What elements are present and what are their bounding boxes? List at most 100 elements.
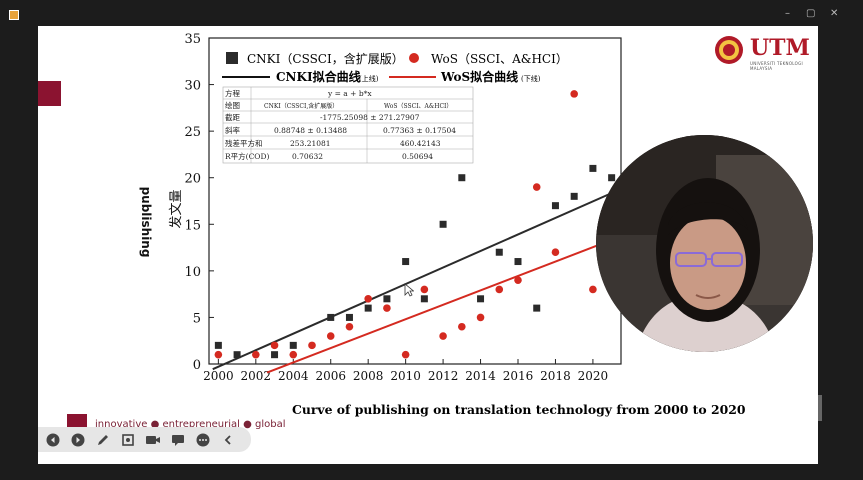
data-points (214, 90, 616, 359)
y-tick-label: 35 (184, 32, 201, 47)
stats-header-cell: 方程 (225, 88, 240, 98)
legend-circle-marker (409, 53, 419, 63)
x-tick-label: 2020 (578, 369, 609, 383)
cnki-point (495, 248, 503, 256)
stats-cell: 0.77363 ± 0.17504 (383, 126, 456, 135)
stats-table: 方程 y = a + b*x 绘图 CNKI（CSSCI,含扩展版） WoS（S… (222, 86, 474, 164)
wos-point (289, 350, 298, 359)
cnki-point (271, 351, 279, 359)
close-button[interactable]: ✕ (830, 8, 839, 19)
y-tick-label: 10 (184, 265, 201, 280)
utm-logo: UTM UNIVERSITI TEKNOLOGI MALAYSIA (714, 35, 814, 71)
cnki-point (289, 341, 297, 349)
wos-point (589, 285, 597, 294)
x-tick-label: 2018 (540, 369, 571, 383)
wos-point (214, 350, 223, 359)
wos-point (420, 285, 429, 294)
cnki-point (533, 304, 541, 312)
cnki-point (233, 351, 241, 359)
cnki-point (327, 313, 335, 321)
fit-lines (212, 189, 618, 374)
subtitle-icon[interactable] (169, 431, 187, 449)
mouse-cursor-icon (404, 283, 414, 297)
x-tick-label: 2002 (241, 369, 272, 383)
legend-label: WoS（SSCI、A&HCI） (431, 52, 568, 66)
x-tick-label: 2014 (465, 369, 496, 383)
legend-label: WoS拟合曲线 (440, 69, 518, 84)
legend-square-marker (226, 52, 238, 64)
side-label: publishing (139, 187, 153, 258)
stats-cell: 0.50694 (402, 152, 433, 161)
presenter-webcam (596, 135, 813, 352)
cnki-point (551, 202, 559, 210)
x-tick-label: 2004 (278, 369, 309, 383)
cnki-point (439, 220, 447, 228)
wos-point (383, 304, 391, 312)
stats-cell: WoS（SSCI、A&HCI） (384, 103, 452, 110)
cnki-point (570, 192, 578, 200)
cnki-point (364, 304, 372, 312)
stats-cell: 截距 (225, 112, 240, 122)
accent-square (38, 81, 61, 106)
cnki-point (402, 258, 410, 266)
y-tick-label: 30 (184, 79, 201, 94)
maximize-button[interactable]: ▢ (806, 8, 816, 19)
pen-icon[interactable] (94, 431, 112, 449)
stats-cell: 253.21081 (290, 139, 331, 148)
x-tick-label: 2008 (353, 369, 384, 383)
wos-point (570, 90, 578, 98)
tagline: innovative ● entrepreneurial ● global (95, 419, 286, 430)
y-tick-label: 20 (184, 172, 201, 187)
logo-text: UTM (750, 35, 810, 61)
wos-point (514, 276, 522, 284)
wos-point (326, 332, 335, 340)
logo-subtext: UNIVERSITI TEKNOLOGI MALAYSIA (750, 61, 804, 71)
collapse-icon[interactable] (219, 431, 237, 449)
zoom-icon[interactable] (119, 431, 137, 449)
stats-header-cell: y = a + b*x (327, 89, 372, 98)
cnki-point (477, 295, 485, 303)
cnki-point (608, 174, 616, 182)
x-tick-label: 2016 (503, 369, 534, 383)
y-tick-label: 0 (193, 358, 201, 373)
x-tick-label: 2010 (390, 369, 421, 383)
cnki-point (214, 341, 222, 349)
wos-point (495, 285, 504, 294)
camera-icon[interactable] (144, 431, 162, 449)
prev-icon[interactable] (44, 431, 62, 449)
legend-note: (下线) (521, 74, 541, 83)
stats-cell: 残差平方和 (225, 138, 263, 148)
stats-cell: -1775.25098 ± 271.27907 (320, 113, 420, 122)
window-titlebar: – ▢ ✕ (0, 0, 863, 26)
chart-caption: Curve of publishing on translation techn… (292, 402, 746, 417)
x-tick-label: 2006 (315, 369, 346, 383)
x-tick-label: 2012 (428, 369, 459, 383)
cnki-point (383, 295, 391, 303)
wos-point (439, 332, 447, 340)
y-axis-label: 发文量 (168, 189, 184, 228)
utm-crest-icon (715, 36, 743, 64)
y-tick-label: 15 (184, 218, 201, 233)
y-tick-label: 5 (193, 311, 201, 326)
wos-point (270, 341, 279, 350)
stats-cell: R平方(COD) (225, 151, 269, 161)
stats-cell: 斜率 (225, 125, 240, 135)
presentation-toolbar (38, 427, 251, 452)
stats-cell: 0.88748 ± 0.13488 (274, 126, 347, 135)
chart-legend: CNKI（CSSCI，含扩展版） WoS（SSCI、A&HCI） CNKI拟合曲… (222, 51, 568, 84)
stats-cell: 460.42143 (400, 139, 441, 148)
cnki-point (420, 295, 428, 303)
cnki-point (458, 174, 466, 182)
minimize-button[interactable]: – (785, 8, 790, 19)
legend-label: CNKI（CSSCI，含扩展版） (247, 51, 404, 66)
more-icon[interactable] (194, 431, 212, 449)
cnki-point (345, 313, 353, 321)
x-tick-label: 2000 (203, 369, 234, 383)
wos-point (532, 183, 541, 191)
fit-line (212, 189, 618, 371)
wos-point (252, 350, 260, 359)
next-icon[interactable] (69, 431, 87, 449)
wos-point (345, 322, 354, 331)
app-icon (9, 10, 19, 20)
scroll-marker (818, 395, 822, 421)
